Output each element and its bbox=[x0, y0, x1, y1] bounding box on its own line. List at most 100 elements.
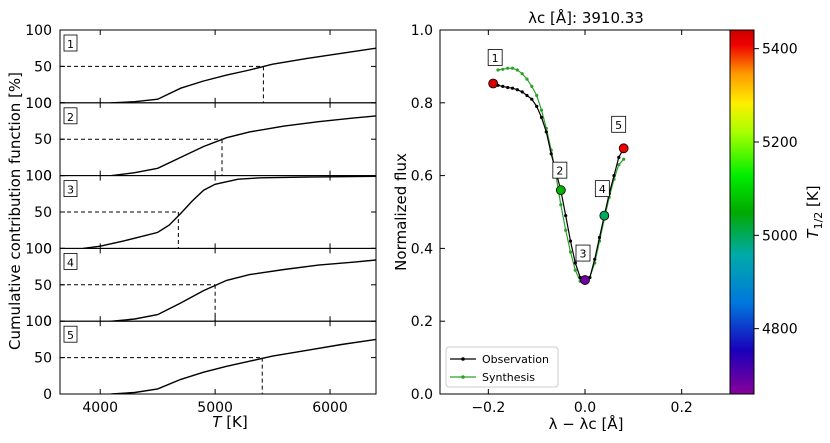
marker-label-box bbox=[594, 180, 610, 198]
marker-label-2: 2 bbox=[556, 165, 563, 178]
panel-label-box bbox=[63, 325, 78, 343]
y-tick-label: 0.2 bbox=[411, 314, 433, 330]
synthesis-point bbox=[559, 203, 563, 207]
synthesis-point bbox=[564, 228, 568, 232]
marker-point-5 bbox=[618, 143, 629, 154]
colorbar-label: T1/2 [K] bbox=[804, 185, 825, 238]
y-tick-label: 50 bbox=[34, 59, 52, 75]
observation-point bbox=[520, 90, 524, 94]
legend-synthesis-label: Synthesis bbox=[482, 371, 535, 384]
left-chart: 0 50 100 1 0 50 100 2 0 50 100 3 0 50 100 4 0 50 100 5 4000 5… bbox=[6, 23, 377, 431]
marker-point-4 bbox=[599, 210, 610, 221]
observation-point bbox=[549, 152, 553, 156]
panel-label-box bbox=[63, 34, 78, 52]
colorbar-tick-label: 4800 bbox=[762, 322, 798, 338]
y-tick-label: 0 bbox=[43, 387, 52, 403]
right-y-axis-label: Normalized flux bbox=[392, 153, 410, 271]
observation-point bbox=[525, 93, 529, 98]
observation-point bbox=[568, 239, 573, 243]
observation-point bbox=[506, 85, 510, 90]
observation-point bbox=[573, 261, 577, 265]
synthesis-point bbox=[525, 77, 529, 81]
colorbar-tick-label: 5400 bbox=[762, 42, 798, 58]
y-tick-label: 0 bbox=[43, 314, 52, 330]
y-tick-label: 50 bbox=[34, 278, 52, 294]
panel-label: 1 bbox=[67, 38, 74, 51]
y-tick-label: 0.6 bbox=[411, 169, 433, 185]
contribution-curve bbox=[107, 115, 376, 176]
panel-label: 5 bbox=[67, 329, 74, 342]
y-tick-label: 0 bbox=[43, 96, 52, 112]
synthesis-point bbox=[510, 66, 515, 70]
panel-2: 0 50 100 2 bbox=[25, 96, 377, 185]
legend-observation-label: Observation bbox=[482, 353, 549, 366]
colorbar-tick-label: 5000 bbox=[762, 228, 798, 244]
left-y-axis-label: Cumulative contribution function [%] bbox=[6, 72, 24, 350]
marker-label-box bbox=[552, 161, 568, 179]
x-tick-label: 6000 bbox=[312, 400, 348, 416]
panel-label-box bbox=[63, 107, 78, 125]
right-chart: λc [Å]: 3910.33 0.00.20.40.60.81.0−0.2 0.… bbox=[392, 8, 825, 433]
legend-observation-marker bbox=[461, 357, 465, 361]
y-tick-label: 100 bbox=[25, 96, 52, 112]
observation-point bbox=[515, 88, 519, 92]
y-tick-label: 1.0 bbox=[411, 23, 433, 39]
legend: Observation Synthesis bbox=[445, 346, 559, 388]
marker-label-box bbox=[575, 244, 591, 262]
synthesis-point bbox=[622, 157, 626, 161]
colorbar-ticks: 4800 5000 5200 5400 bbox=[754, 42, 798, 338]
x-tick-label: 0.0 bbox=[574, 400, 596, 416]
panel-4: 0 50 100 4 bbox=[25, 241, 377, 330]
observation-point bbox=[612, 174, 616, 178]
marker-point-2 bbox=[555, 185, 566, 196]
marker-point-3 bbox=[580, 275, 590, 285]
right-chart-title: λc [Å]: 3910.33 bbox=[528, 8, 644, 27]
observation-point bbox=[530, 97, 534, 101]
y-tick-label: 0.8 bbox=[411, 96, 433, 112]
synthesis-point bbox=[520, 72, 524, 76]
panel-label: 4 bbox=[67, 256, 74, 269]
observation-point bbox=[617, 155, 621, 159]
y-tick-label: 0.4 bbox=[411, 241, 433, 257]
synthesis-point bbox=[506, 66, 510, 70]
y-tick-label: 0 bbox=[43, 169, 52, 185]
synthesis-point bbox=[568, 250, 573, 254]
right-x-axis-label: λ − λc [Å] bbox=[549, 414, 624, 433]
panel-5: 0 50 100 5 bbox=[25, 314, 377, 403]
y-tick-label: 50 bbox=[34, 351, 52, 367]
marker-label-4: 4 bbox=[599, 183, 606, 196]
contribution-curve bbox=[107, 338, 376, 395]
synthesis-point bbox=[501, 67, 505, 71]
colorbar-tick-label: 5200 bbox=[762, 135, 798, 151]
legend-synthesis-marker bbox=[461, 375, 465, 379]
panel-1: 0 50 100 1 bbox=[25, 23, 377, 112]
x-tick-label: −0.2 bbox=[471, 400, 505, 416]
synthesis-point bbox=[530, 84, 534, 88]
y-tick-label: 50 bbox=[34, 132, 52, 148]
y-tick-label: 100 bbox=[25, 314, 52, 330]
panel-label-box bbox=[63, 252, 78, 270]
observation-line bbox=[492, 82, 625, 282]
colorbar: 4800 5000 5200 5400 T1/2 [K] bbox=[729, 29, 825, 395]
x-tick-label: 5000 bbox=[197, 400, 233, 416]
marker-label-box bbox=[487, 49, 503, 66]
synthesis-point bbox=[496, 68, 500, 72]
contribution-curve bbox=[82, 175, 376, 249]
right-plot: 0.0 0.2 0.4 0.6 0.8 1.0 −0.2 0.0 0.2 1 2 3 4 5 bbox=[411, 23, 731, 416]
synthesis-point bbox=[515, 68, 519, 72]
contribution-curve bbox=[107, 259, 376, 322]
colorbar-gradient bbox=[729, 29, 755, 395]
observation-point bbox=[535, 104, 539, 108]
marker-label-1: 1 bbox=[492, 52, 499, 65]
y-tick-label: 50 bbox=[34, 205, 52, 221]
left-panels: 0 50 100 1 0 50 100 2 0 50 100 3 0 50 100 4 0 50 100 5 4000 5… bbox=[25, 23, 377, 416]
right-frame bbox=[439, 29, 731, 395]
observation-point bbox=[597, 235, 602, 240]
observation-point bbox=[564, 214, 568, 218]
observation-point bbox=[544, 130, 548, 134]
contribution-curve bbox=[107, 47, 376, 103]
marker-label-5: 5 bbox=[615, 119, 622, 132]
panel-frame bbox=[59, 175, 377, 249]
panel-label-box bbox=[63, 180, 78, 198]
observation-point bbox=[510, 86, 515, 90]
